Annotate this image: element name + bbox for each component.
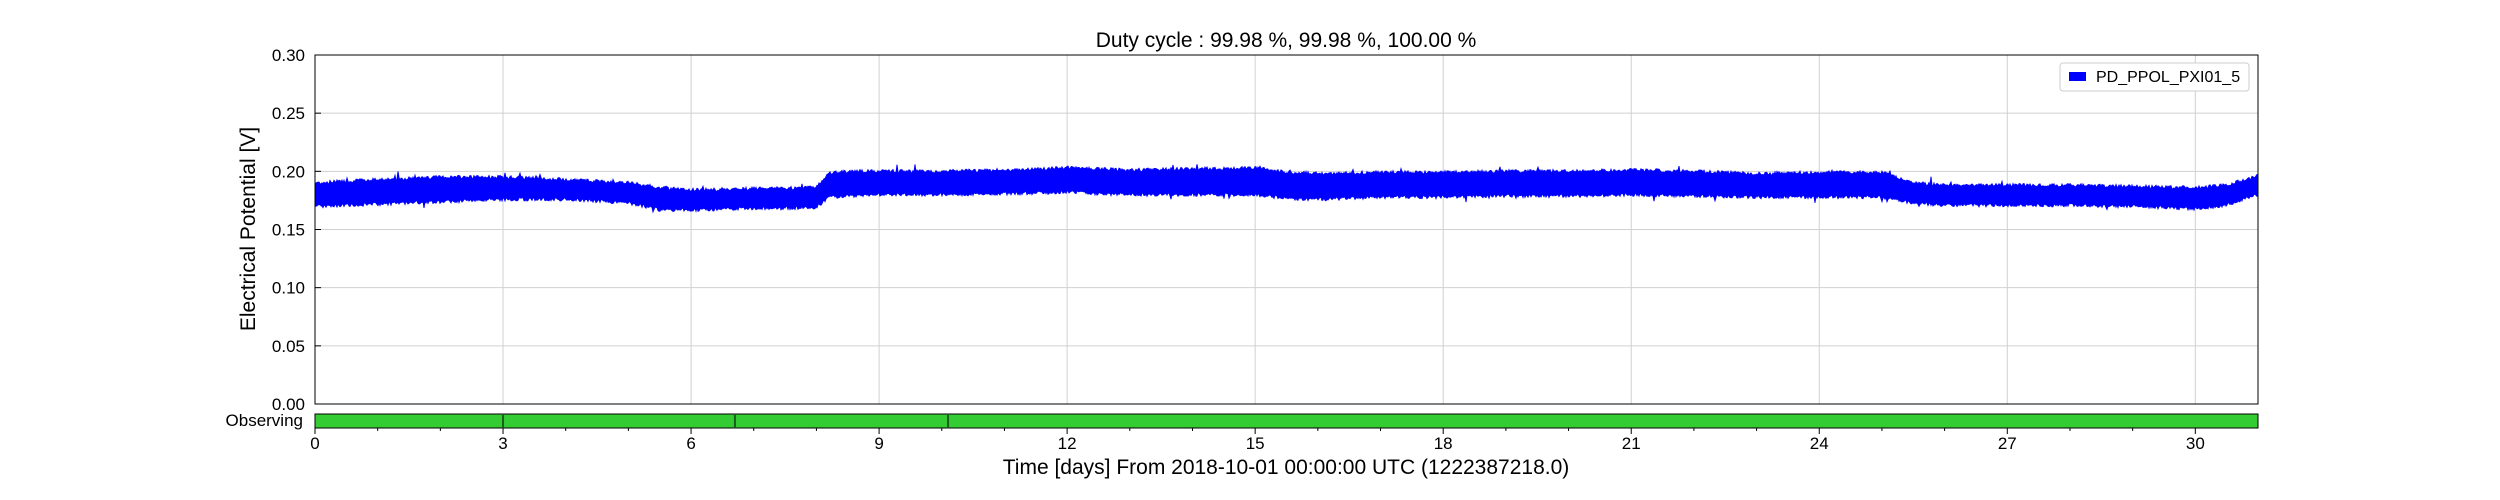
x-tick-label: 12 xyxy=(1058,434,1077,453)
x-tick-label: 30 xyxy=(2186,434,2205,453)
chart-title: Duty cycle : 99.98 %, 99.98 %, 100.00 % xyxy=(1096,29,1477,52)
x-axis: 0 3 6 9 12 15 18 21 24 27 30 xyxy=(310,428,2205,453)
x-tick-label: 3 xyxy=(498,434,507,453)
x-tick-label: 21 xyxy=(1622,434,1641,453)
legend-swatch xyxy=(2069,72,2086,81)
x-axis-label: Time [days] From 2018-10-01 00:00:00 UTC… xyxy=(1003,456,1570,479)
segment-bar xyxy=(314,413,2259,429)
y-tick-label: 0.00 xyxy=(272,395,305,414)
x-tick-label: 27 xyxy=(1998,434,2017,453)
segment-bar-label: Observing xyxy=(226,411,303,430)
grid-lines xyxy=(314,54,2258,405)
y-tick-label: 0.30 xyxy=(272,46,305,65)
x-tick-label: 15 xyxy=(1246,434,1265,453)
y-tick-label: 0.05 xyxy=(272,337,305,356)
y-tick-label: 0.25 xyxy=(272,104,305,123)
legend-label: PD_PPOL_PXI01_5 xyxy=(2096,69,2240,86)
y-tick-label: 0.20 xyxy=(272,162,305,181)
y-tick-label: 0.10 xyxy=(272,279,305,298)
y-axis: 0.00 0.05 0.10 0.15 0.20 0.25 0.30 xyxy=(272,46,321,414)
legend: PD_PPOL_PXI01_5 xyxy=(2059,62,2250,92)
x-tick-label: 24 xyxy=(1810,434,1829,453)
x-tick-label: 9 xyxy=(874,434,883,453)
legend-box xyxy=(2059,62,2250,92)
y-tick-label: 0.15 xyxy=(272,221,305,240)
x-tick-label: 18 xyxy=(1434,434,1453,453)
x-tick-label: 0 xyxy=(310,434,319,453)
x-tick-label: 6 xyxy=(686,434,695,453)
y-axis-label: Electrical Potential [V] xyxy=(237,127,260,331)
segment-bar-fill xyxy=(314,413,2259,429)
